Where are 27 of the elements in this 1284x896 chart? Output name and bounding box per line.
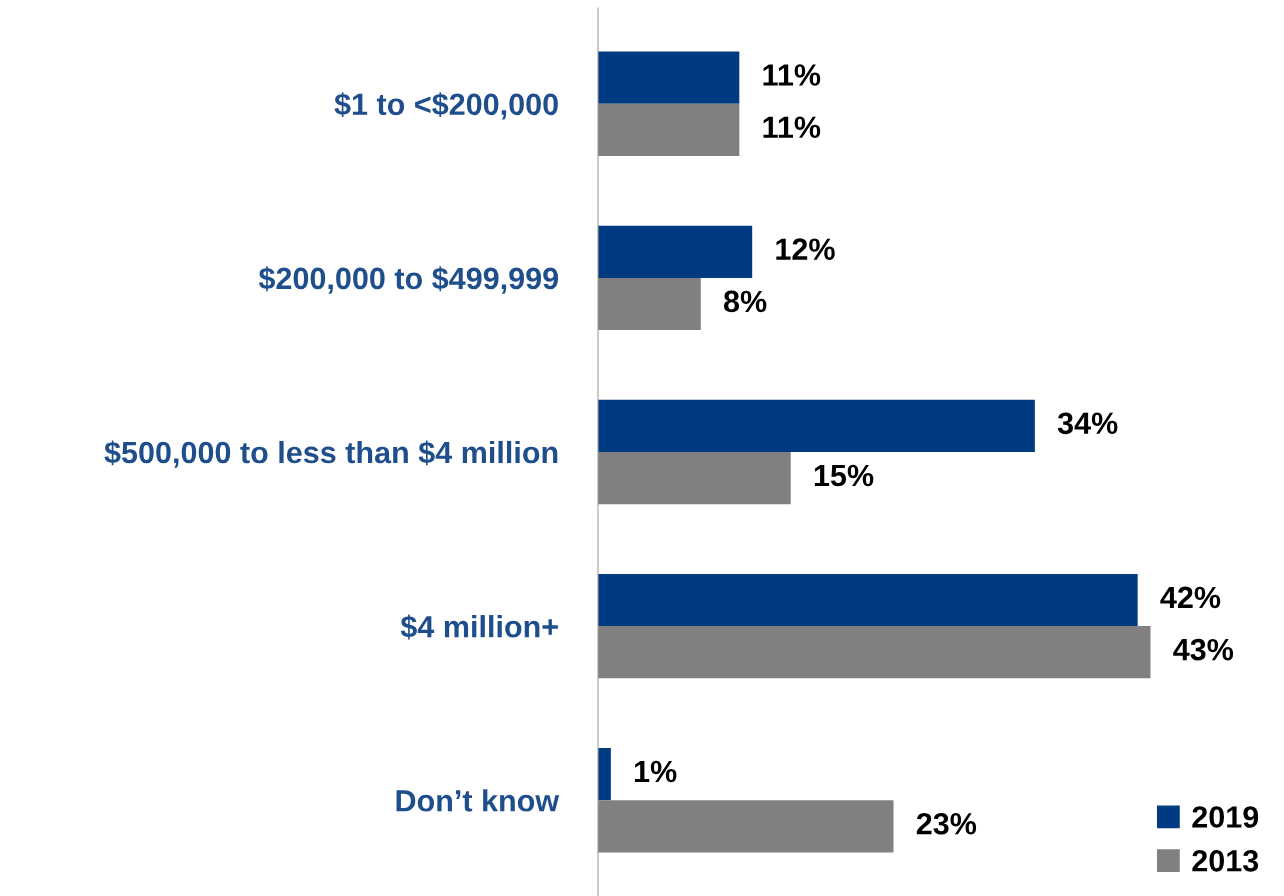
data-label: 23% bbox=[916, 812, 977, 835]
bar bbox=[598, 748, 611, 801]
data-label: 34% bbox=[1057, 412, 1118, 435]
y-tick-label: $1 to <$200,000 bbox=[334, 92, 558, 120]
bar bbox=[598, 225, 753, 278]
bar bbox=[598, 800, 894, 853]
data-label: 11% bbox=[763, 64, 821, 86]
data-label: 8% bbox=[723, 290, 767, 313]
data-label: 42% bbox=[1160, 586, 1221, 609]
y-tick-label: $500,000 to less than $4 million bbox=[104, 440, 558, 468]
y-tick-label: Don’t know bbox=[396, 789, 560, 812]
data-label: 12% bbox=[776, 238, 835, 260]
legend-label: 2013 bbox=[1192, 849, 1259, 872]
bar bbox=[598, 573, 1138, 627]
bar bbox=[598, 51, 740, 104]
bar bbox=[598, 452, 791, 505]
y-tick-label: $4 million+ bbox=[400, 614, 558, 640]
bar bbox=[598, 277, 701, 331]
y-tick-label: $200,000 to $499,999 bbox=[258, 266, 559, 294]
legend-label: 2019 bbox=[1192, 806, 1259, 828]
bar bbox=[598, 103, 740, 156]
data-label: 1% bbox=[635, 760, 677, 783]
bar bbox=[598, 626, 1151, 679]
data-label: 11% bbox=[763, 116, 821, 139]
data-label: 15% bbox=[814, 464, 874, 487]
bar bbox=[598, 399, 1035, 452]
data-label: 43% bbox=[1173, 638, 1234, 661]
